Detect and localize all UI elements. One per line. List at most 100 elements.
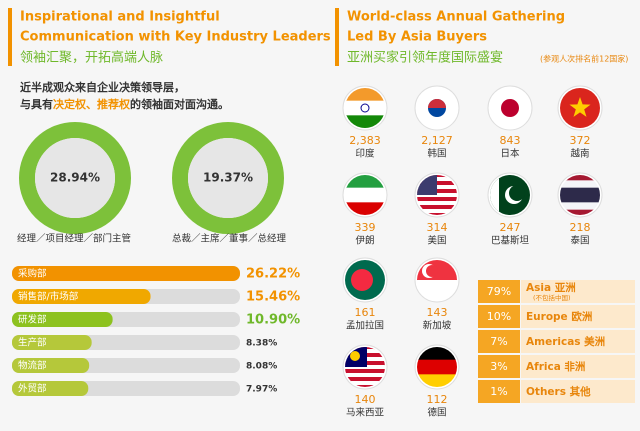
country-name: 德国 [427, 407, 446, 419]
title: World-class Annual Gathering [347, 10, 565, 25]
region-pct-cell [478, 280, 520, 303]
donut-ring [19, 122, 131, 234]
title: Communication with Key Industry Leaders [20, 30, 331, 45]
flag-stripe [345, 381, 385, 386]
country-count: 161 [355, 306, 376, 319]
flag-emblem [569, 97, 591, 117]
flag-stripe [345, 100, 385, 116]
subtitle: 领袖汇聚，开拓高端人脉 [20, 50, 163, 66]
region-name-cell [521, 305, 635, 328]
flag-stripe [417, 359, 457, 375]
flag-stripe [417, 193, 457, 198]
flag [417, 88, 457, 128]
bar [12, 381, 89, 396]
intro: 近半成观众来自企业决策领导层， [20, 80, 185, 94]
accent-bar [8, 8, 12, 66]
country-name: 马来西亚 [346, 408, 385, 419]
region-percent: 7% [490, 335, 507, 348]
bar-label: 生产部 [18, 337, 47, 349]
flag [345, 175, 385, 215]
region-pct-cell [478, 355, 520, 378]
region-name-cell [521, 280, 635, 303]
country-count: 247 [500, 221, 521, 234]
region-percent: 3% [490, 360, 507, 373]
donut-label: 总裁／主席／董事／总经理 [172, 233, 287, 245]
donut-center [188, 138, 268, 218]
region-percent: 1% [490, 385, 507, 398]
flag [345, 260, 385, 300]
flag-emblem [350, 351, 360, 361]
flag-emblem [360, 103, 370, 113]
country-name: 新加坡 [423, 320, 452, 332]
region-name-cell [521, 355, 635, 378]
flag-emblem [351, 269, 373, 291]
bar-label: 研发部 [18, 314, 47, 326]
bar-value: 7.97% [246, 385, 277, 395]
country-count: 112 [427, 393, 448, 406]
donut-value: 19.37% [203, 171, 253, 185]
country-count: 218 [570, 221, 591, 234]
bar [12, 289, 151, 304]
subtitle: 亚洲买家引领年度国际盛宴 [347, 50, 503, 66]
country-name: 印度 [355, 148, 375, 160]
flag-stripe [560, 175, 600, 181]
country-count: 2,127 [421, 134, 453, 147]
bar [12, 266, 240, 281]
bar-value: 15.46% [246, 290, 300, 305]
flag-stripe [417, 201, 457, 206]
country-name: 韩国 [427, 148, 446, 160]
bar-value: 8.38% [246, 339, 277, 349]
region-pct-cell [478, 305, 520, 328]
intro-text: 的领袖面对面沟通。 [130, 97, 229, 111]
country-count: 140 [355, 393, 376, 406]
bar-label: 外贸部 [18, 383, 47, 395]
flag-stripe [560, 180, 600, 189]
region-name: Americas 美洲 [526, 335, 605, 348]
bar-value: 10.90% [246, 313, 300, 328]
intro: 与具有决定权、推荐权的领袖面对面沟通。 [20, 97, 229, 111]
country-count: 372 [570, 134, 591, 147]
flag [417, 260, 457, 300]
country-count: 843 [500, 134, 521, 147]
flag-stripe [417, 347, 457, 361]
country-name: 巴基斯坦 [491, 235, 530, 247]
flag-stripe [417, 205, 457, 210]
country-name: 日本 [500, 148, 520, 160]
region-name: Africa 非洲 [526, 360, 585, 373]
bar [12, 335, 92, 350]
region-pct-cell [478, 380, 520, 403]
region-name: Asia 亚洲 [526, 282, 576, 294]
donut-label: 经理／项目经理／部门主管 [17, 233, 131, 245]
flag-stripe [345, 365, 385, 370]
region-percent: 79% [487, 285, 511, 298]
flag [490, 88, 530, 128]
flag-emblem [428, 99, 446, 108]
flag-stripe [345, 385, 385, 387]
bar-value: 26.22% [246, 267, 300, 282]
region-name-cell [521, 380, 635, 403]
country-name: 孟加拉国 [346, 320, 384, 332]
country-name: 美国 [427, 235, 446, 247]
donut-value: 28.94% [50, 171, 100, 185]
flag-stripe [345, 202, 385, 215]
flag-stripe [417, 374, 457, 387]
flag-emblem [501, 99, 519, 117]
country-name: 泰国 [570, 235, 589, 247]
region-percent: 10% [487, 310, 511, 323]
country-count: 143 [427, 306, 448, 319]
intro-text: 与具有 [20, 97, 53, 111]
flag-emblem [509, 185, 525, 201]
bar-value: 8.08% [246, 362, 277, 372]
country-count: 339 [355, 221, 376, 234]
region-name: Europe 欧洲 [526, 310, 592, 323]
flag [345, 88, 385, 128]
flag-emblem [426, 265, 438, 277]
bar [12, 358, 90, 373]
donut-center [35, 138, 115, 218]
flag-stripe [417, 213, 457, 215]
bar-label: 物流部 [18, 360, 47, 372]
bar [12, 312, 113, 327]
title: Inspirational and Insightful [20, 10, 220, 25]
flag-stripe [417, 209, 457, 214]
